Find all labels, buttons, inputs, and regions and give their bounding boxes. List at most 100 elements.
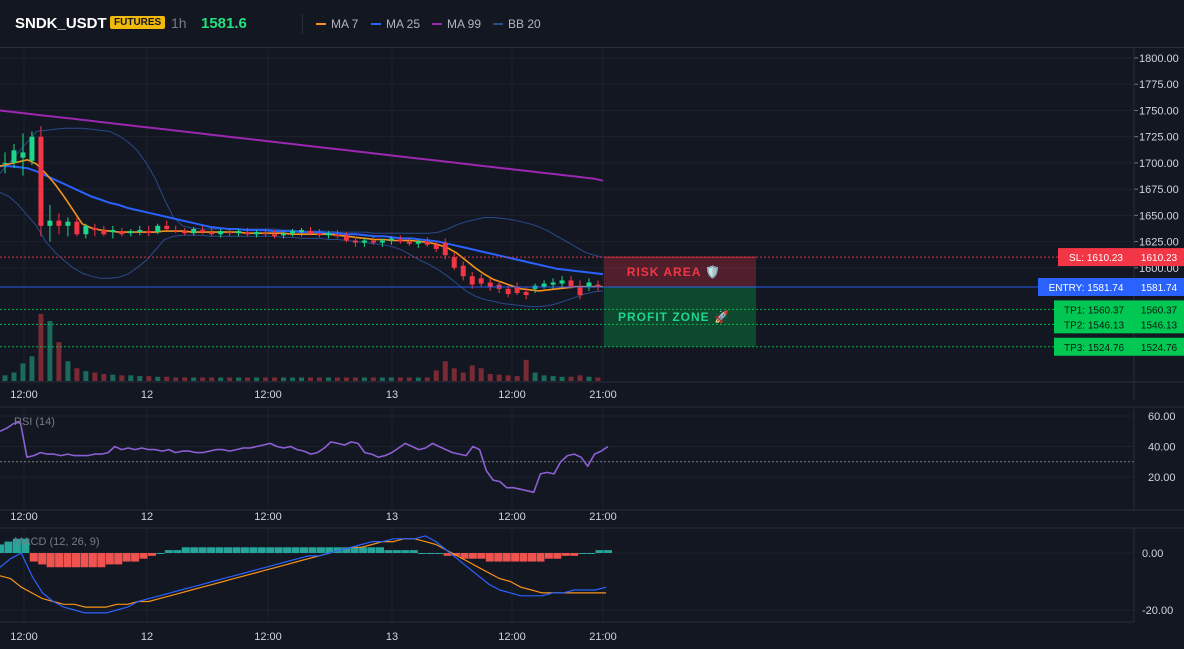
candle-body: [254, 232, 260, 235]
macd-histogram-bar: [283, 547, 292, 553]
legend-ma25[interactable]: MA 25: [371, 17, 420, 31]
macd-histogram-bar: [308, 547, 317, 553]
level-tag: [1054, 315, 1134, 334]
volume-bar: [559, 376, 565, 381]
level-tag: [1054, 337, 1134, 356]
candle-body: [2, 162, 8, 164]
candle-body: [290, 231, 296, 234]
time-tick-label: 13: [386, 631, 398, 643]
volume-bar: [263, 377, 269, 381]
macd-histogram-bar: [561, 553, 570, 556]
candle-body: [433, 244, 439, 249]
candle-body: [29, 136, 35, 161]
macd-histogram-bar: [274, 547, 283, 553]
macd-histogram-bar: [181, 547, 190, 553]
volume-bar: [272, 377, 278, 381]
time-tick-label: 12: [141, 631, 153, 643]
volume-bar: [11, 372, 17, 381]
macd-tick-label: 0.00: [1142, 548, 1163, 560]
macd-histogram-bar: [63, 553, 72, 568]
legend-swatch: [316, 22, 326, 25]
volume-bar: [379, 377, 385, 381]
volume-bar: [352, 377, 358, 381]
time-tick-label: 13: [386, 389, 398, 401]
legend-label: MA 7: [331, 17, 359, 31]
volume-bar: [595, 377, 601, 381]
macd-histogram-bar: [511, 553, 520, 562]
candle-body: [307, 231, 313, 234]
volume-bar: [245, 377, 251, 381]
macd-histogram-bar: [97, 553, 106, 568]
macd-histogram-bar: [485, 553, 494, 562]
candle-body: [128, 231, 134, 234]
macd-histogram-bar: [198, 547, 207, 553]
level-tag-label: SL: 1610.23: [1069, 253, 1123, 264]
volume-bar: [290, 377, 296, 381]
macd-histogram-bar: [21, 538, 30, 553]
volume-bar: [119, 375, 125, 381]
macd-histogram-bar: [114, 553, 123, 565]
zone-label: PROFIT ZONE 🚀: [618, 310, 730, 324]
time-tick-label: 21:00: [589, 389, 617, 401]
volume-bar: [487, 373, 493, 381]
volume-bar: [370, 377, 376, 381]
volume-bar: [361, 377, 367, 381]
macd-histogram-bar: [12, 538, 21, 553]
candle-body: [442, 242, 448, 256]
price-axis-tag: [1134, 337, 1184, 356]
macd-histogram-bar: [257, 547, 266, 553]
legend-swatch: [371, 22, 381, 25]
macd-histogram-bar: [139, 553, 148, 559]
macd-histogram-bar: [409, 550, 418, 553]
macd-histogram-bar: [519, 553, 528, 562]
macd-histogram-bar: [392, 550, 401, 553]
macd-histogram-bar: [240, 547, 249, 553]
macd-histogram-bar: [536, 553, 545, 562]
candle-body: [146, 231, 152, 234]
level-tag-label: ENTRY: 1581.74: [1049, 283, 1124, 294]
time-tick-label: 21:00: [589, 511, 617, 523]
macd-histogram-bar: [401, 550, 410, 553]
volume-bar: [128, 375, 134, 381]
volume-bar: [550, 376, 556, 381]
candle-body: [236, 231, 242, 234]
macd-histogram-bar: [291, 547, 300, 553]
macd-histogram-bar: [232, 547, 241, 553]
candle-body: [424, 241, 430, 245]
volume-bar: [343, 377, 349, 381]
macd-histogram-bar: [418, 553, 427, 554]
level-tag-label: TP1: 1560.37: [1064, 305, 1124, 316]
time-tick-label: 21:00: [589, 631, 617, 643]
volume-bar: [397, 377, 403, 381]
price-tick-label: 1750.00: [1139, 105, 1179, 117]
bb-lower-line: [0, 191, 604, 308]
zone-rect: [604, 286, 756, 347]
legend-ma7[interactable]: MA 7: [316, 17, 358, 31]
interval-label[interactable]: 1h: [171, 15, 187, 31]
time-tick-label: 12:00: [10, 511, 38, 523]
macd-histogram-bar: [38, 553, 47, 565]
volume-bar: [65, 361, 71, 381]
volume-bar: [74, 368, 80, 381]
macd-histogram-bar: [578, 553, 587, 554]
rsi-title: RSI (14): [14, 416, 55, 428]
candle-body: [101, 230, 107, 235]
volume-bar: [388, 377, 394, 381]
legend-bb20[interactable]: BB 20: [493, 17, 541, 31]
macd-histogram-bar: [80, 553, 89, 568]
candle-body: [559, 280, 565, 284]
macd-histogram-bar: [249, 547, 258, 553]
candle-body: [370, 240, 376, 243]
macd-histogram-bar: [105, 553, 114, 565]
volume-bar: [155, 376, 161, 381]
candle-body: [406, 241, 412, 244]
symbol-name[interactable]: SNDK_USDT: [15, 15, 107, 32]
legend-ma99[interactable]: MA 99: [432, 17, 481, 31]
volume-bar: [29, 356, 35, 381]
macd-line: [0, 535, 607, 614]
header-divider: [302, 14, 303, 34]
candle-body: [245, 232, 251, 235]
macd-histogram-bar: [477, 553, 486, 559]
volume-bar: [442, 361, 448, 381]
